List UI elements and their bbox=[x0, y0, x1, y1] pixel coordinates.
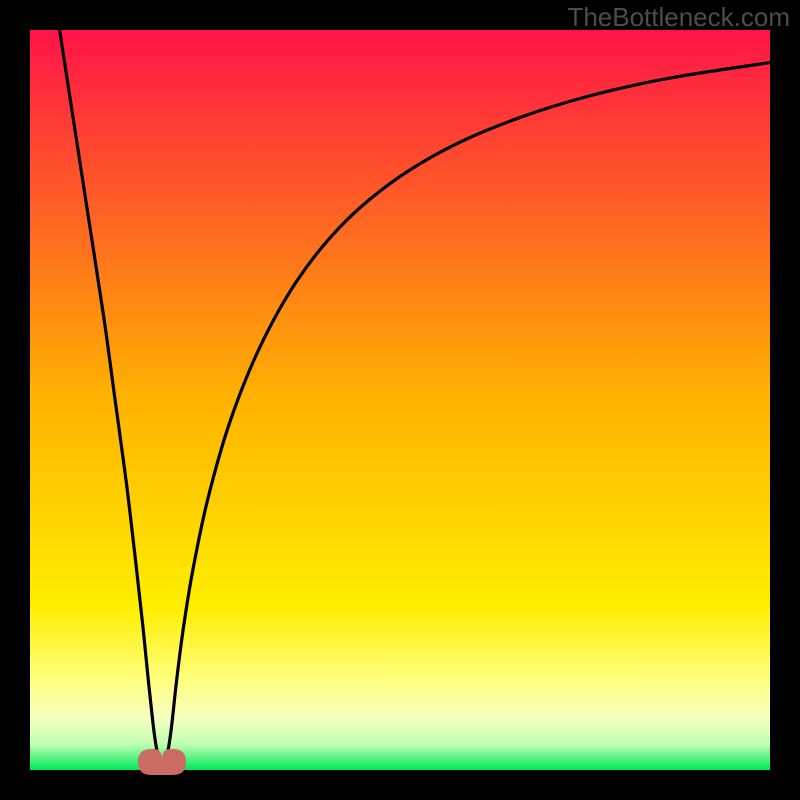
plot-area bbox=[30, 30, 770, 770]
chart-svg bbox=[30, 30, 770, 770]
attribution-text: TheBottleneck.com bbox=[567, 2, 790, 33]
min-marker-shape bbox=[138, 749, 186, 775]
gradient-background bbox=[30, 30, 770, 770]
chart-container: TheBottleneck.com bbox=[0, 0, 800, 800]
min-marker bbox=[136, 747, 188, 777]
